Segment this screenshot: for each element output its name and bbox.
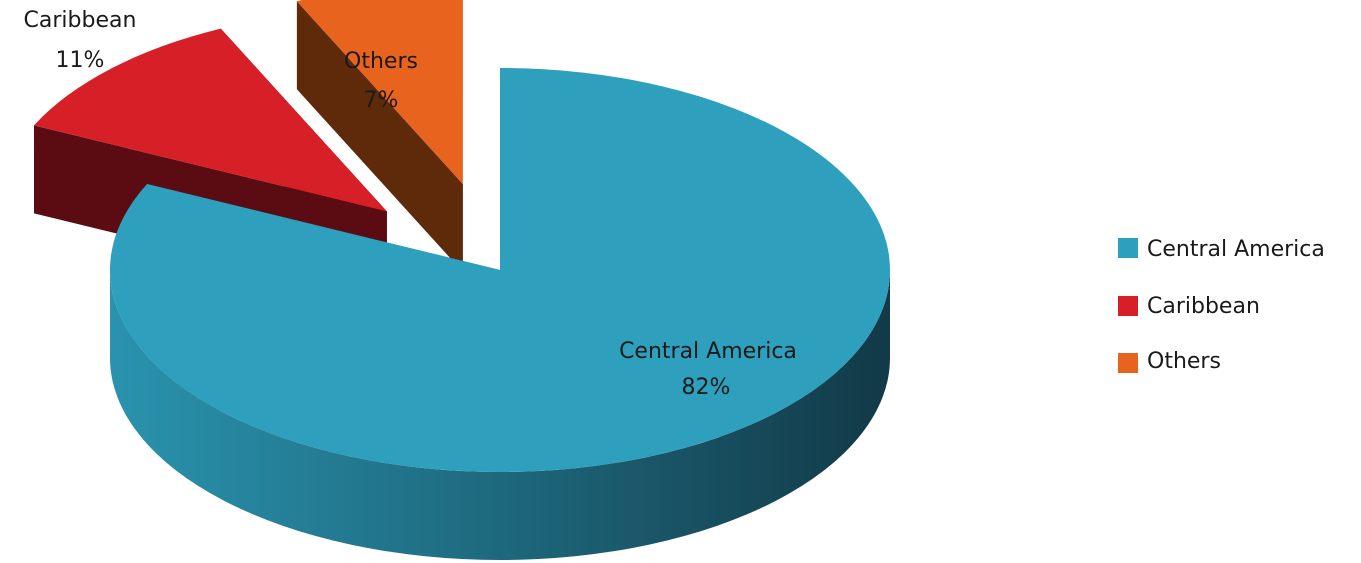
- legend-swatch: [1118, 296, 1138, 316]
- data-label-value: 11%: [56, 48, 105, 73]
- data-label-name: Others: [344, 49, 418, 74]
- legend-label: Others: [1147, 349, 1221, 374]
- pie-slice: [296, 0, 463, 273]
- slices-group: [33, 0, 891, 560]
- data-label-name: Caribbean: [24, 8, 137, 33]
- data-label-value: 82%: [682, 375, 731, 400]
- pie-slice: [110, 68, 891, 560]
- legend-swatch: [1118, 353, 1138, 373]
- legend-label: Central America: [1147, 237, 1325, 262]
- data-label-value: 7%: [364, 88, 399, 113]
- data-label-name: Central America: [619, 339, 797, 364]
- legend: Central America Caribbean Others: [1118, 237, 1325, 374]
- legend-swatch: [1118, 238, 1138, 258]
- legend-label: Caribbean: [1147, 294, 1260, 319]
